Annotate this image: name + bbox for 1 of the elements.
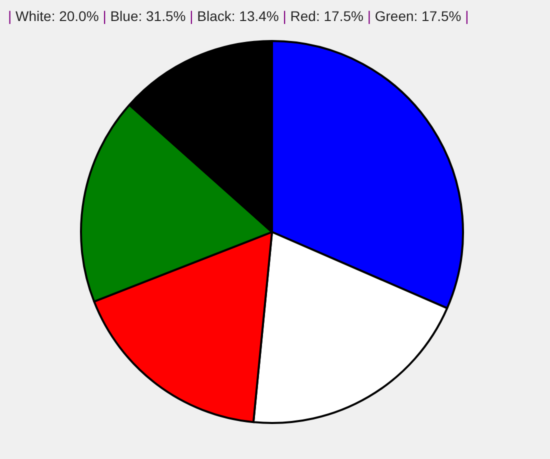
chart-title: | White: 20.0% | Blue: 31.5% | Black: 13.4% | Red: 17.5% | Green: 17.5% | [8, 8, 469, 24]
